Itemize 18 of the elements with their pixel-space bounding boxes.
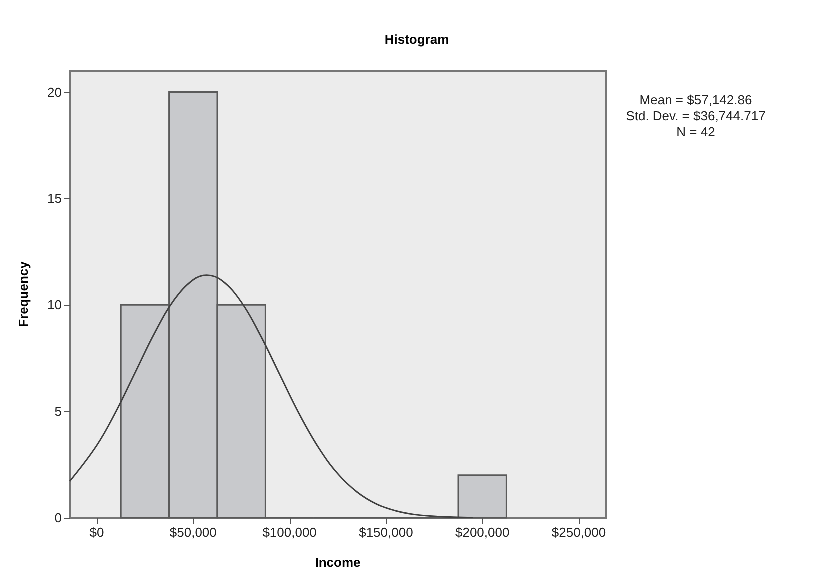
y-axis-title: Frequency [16, 260, 31, 328]
line-series [69, 274, 474, 519]
text: Mean = $57,142.86 [640, 92, 752, 108]
x-tick-label: $150,000 [359, 525, 414, 540]
y-tick-label: 15 [48, 191, 62, 206]
text: N = 42 [676, 124, 716, 140]
x-tick-label: $0 [90, 525, 104, 540]
y-tick-label: 20 [48, 84, 62, 100]
x-tick-label: $50,000 [170, 525, 217, 540]
y-tick-label: 10 [48, 298, 62, 313]
chart-title: Histogram [384, 32, 450, 47]
y-tick-label: 0 [54, 510, 62, 526]
x-tick-label: $200,000 [455, 525, 510, 540]
text: Std. Dev. = $36,744.717 [626, 108, 766, 124]
x-axis-title: Income [315, 555, 361, 570]
y-tick-label: 5 [54, 404, 62, 420]
x-tick-label: $250,000 [552, 525, 606, 540]
x-tick-label: $100,000 [262, 525, 317, 540]
